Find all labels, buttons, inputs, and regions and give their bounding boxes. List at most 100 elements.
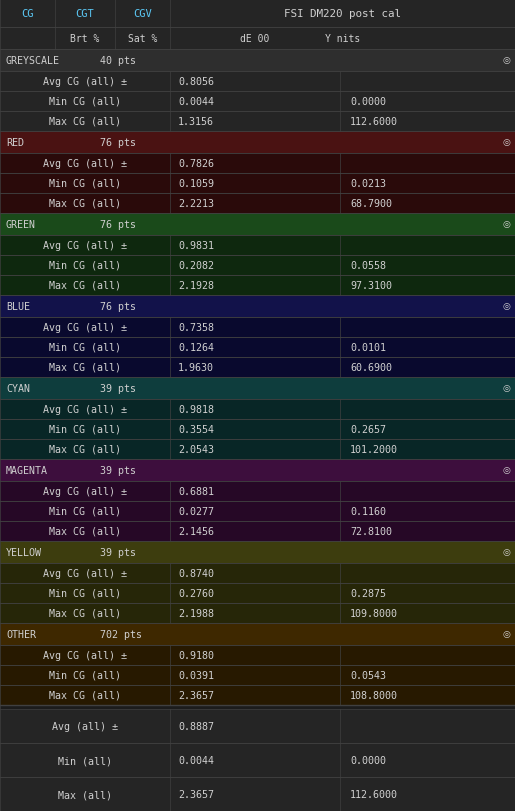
Text: 39 pts: 39 pts <box>100 547 136 557</box>
Text: Max CG (all): Max CG (all) <box>49 690 121 700</box>
Bar <box>0 564 515 583</box>
Text: Min CG (all): Min CG (all) <box>49 260 121 271</box>
Bar <box>0 709 515 743</box>
Text: dE 00: dE 00 <box>241 34 270 44</box>
Text: Max CG (all): Max CG (all) <box>49 117 121 127</box>
Text: 0.2657: 0.2657 <box>350 424 386 435</box>
Text: Max (all): Max (all) <box>58 789 112 799</box>
Text: Brt %: Brt % <box>71 34 100 44</box>
Text: 0.0277: 0.0277 <box>178 506 214 517</box>
Bar <box>0 28 515 50</box>
Bar <box>0 154 515 174</box>
Text: BLUE: BLUE <box>6 302 30 311</box>
Text: 0.0558: 0.0558 <box>350 260 386 271</box>
Text: Avg CG (all) ±: Avg CG (all) ± <box>43 323 127 333</box>
Text: 0.1264: 0.1264 <box>178 342 214 353</box>
Text: Avg CG (all) ±: Avg CG (all) ± <box>43 650 127 660</box>
Text: 0.8887: 0.8887 <box>178 721 214 731</box>
Text: 0.9831: 0.9831 <box>178 241 214 251</box>
Text: RED: RED <box>6 138 24 148</box>
Text: Min (all): Min (all) <box>58 755 112 765</box>
Text: 0.7358: 0.7358 <box>178 323 214 333</box>
Text: GREYSCALE: GREYSCALE <box>6 56 60 66</box>
Bar <box>0 50 515 72</box>
Bar <box>0 72 515 92</box>
Text: ◎: ◎ <box>502 139 510 148</box>
Text: 0.8740: 0.8740 <box>178 569 214 578</box>
Bar <box>0 174 515 194</box>
Text: 0.0000: 0.0000 <box>350 97 386 107</box>
Text: Avg CG (all) ±: Avg CG (all) ± <box>43 487 127 496</box>
Text: 2.1456: 2.1456 <box>178 526 214 536</box>
Bar <box>0 482 515 501</box>
Text: 112.6000: 112.6000 <box>350 117 398 127</box>
Text: Min CG (all): Min CG (all) <box>49 97 121 107</box>
Text: Min CG (all): Min CG (all) <box>49 506 121 517</box>
Text: 60.6900: 60.6900 <box>350 363 392 372</box>
Bar <box>0 276 515 296</box>
Text: 0.1059: 0.1059 <box>178 178 214 189</box>
Bar <box>170 0 515 28</box>
Text: 108.8000: 108.8000 <box>350 690 398 700</box>
Bar <box>0 777 515 811</box>
Bar <box>0 419 515 440</box>
Text: Max CG (all): Max CG (all) <box>49 363 121 372</box>
Text: 0.0000: 0.0000 <box>350 755 386 765</box>
Bar <box>0 236 515 255</box>
Bar <box>0 194 515 214</box>
Bar <box>0 665 515 685</box>
Text: ◎: ◎ <box>502 466 510 475</box>
Text: Max CG (all): Max CG (all) <box>49 608 121 618</box>
Bar <box>0 318 515 337</box>
Text: 0.8056: 0.8056 <box>178 77 214 87</box>
Text: 0.2082: 0.2082 <box>178 260 214 271</box>
Text: Max CG (all): Max CG (all) <box>49 281 121 290</box>
Text: Max CG (all): Max CG (all) <box>49 199 121 208</box>
Text: Avg CG (all) ±: Avg CG (all) ± <box>43 405 127 414</box>
Text: 39 pts: 39 pts <box>100 384 136 393</box>
Text: Max CG (all): Max CG (all) <box>49 444 121 454</box>
Text: 0.3554: 0.3554 <box>178 424 214 435</box>
Text: CGT: CGT <box>76 9 94 19</box>
Bar <box>0 358 515 378</box>
Text: 2.0543: 2.0543 <box>178 444 214 454</box>
Text: 2.1988: 2.1988 <box>178 608 214 618</box>
Bar <box>0 378 515 400</box>
Text: 0.0543: 0.0543 <box>350 670 386 680</box>
Text: ◎: ◎ <box>502 303 510 311</box>
Text: Min CG (all): Min CG (all) <box>49 178 121 189</box>
Text: 2.3657: 2.3657 <box>178 789 214 799</box>
Bar <box>0 214 515 236</box>
Text: Min CG (all): Min CG (all) <box>49 342 121 353</box>
Text: OTHER: OTHER <box>6 629 36 639</box>
Bar <box>0 460 515 482</box>
Bar <box>0 337 515 358</box>
Text: 0.1160: 0.1160 <box>350 506 386 517</box>
Text: 68.7900: 68.7900 <box>350 199 392 208</box>
Text: MAGENTA: MAGENTA <box>6 466 48 475</box>
Text: Avg CG (all) ±: Avg CG (all) ± <box>43 569 127 578</box>
Text: CGV: CGV <box>133 9 152 19</box>
Text: 101.2000: 101.2000 <box>350 444 398 454</box>
Text: Sat %: Sat % <box>128 34 157 44</box>
Text: 702 pts: 702 pts <box>100 629 142 639</box>
Text: 72.8100: 72.8100 <box>350 526 392 536</box>
Text: 0.0213: 0.0213 <box>350 178 386 189</box>
Text: 76 pts: 76 pts <box>100 220 136 230</box>
Text: ◎: ◎ <box>502 629 510 639</box>
Text: CG: CG <box>21 9 34 19</box>
Bar <box>0 132 515 154</box>
Text: 1.3156: 1.3156 <box>178 117 214 127</box>
Text: 112.6000: 112.6000 <box>350 789 398 799</box>
Text: FSI DM220 post cal: FSI DM220 post cal <box>284 9 401 19</box>
Text: 0.0044: 0.0044 <box>178 755 214 765</box>
Text: ◎: ◎ <box>502 57 510 66</box>
Text: 2.3657: 2.3657 <box>178 690 214 700</box>
Text: 109.8000: 109.8000 <box>350 608 398 618</box>
Text: 97.3100: 97.3100 <box>350 281 392 290</box>
Text: 0.7826: 0.7826 <box>178 159 214 169</box>
Text: 0.6881: 0.6881 <box>178 487 214 496</box>
Text: ◎: ◎ <box>502 384 510 393</box>
Text: ◎: ◎ <box>502 547 510 557</box>
Bar <box>0 255 515 276</box>
